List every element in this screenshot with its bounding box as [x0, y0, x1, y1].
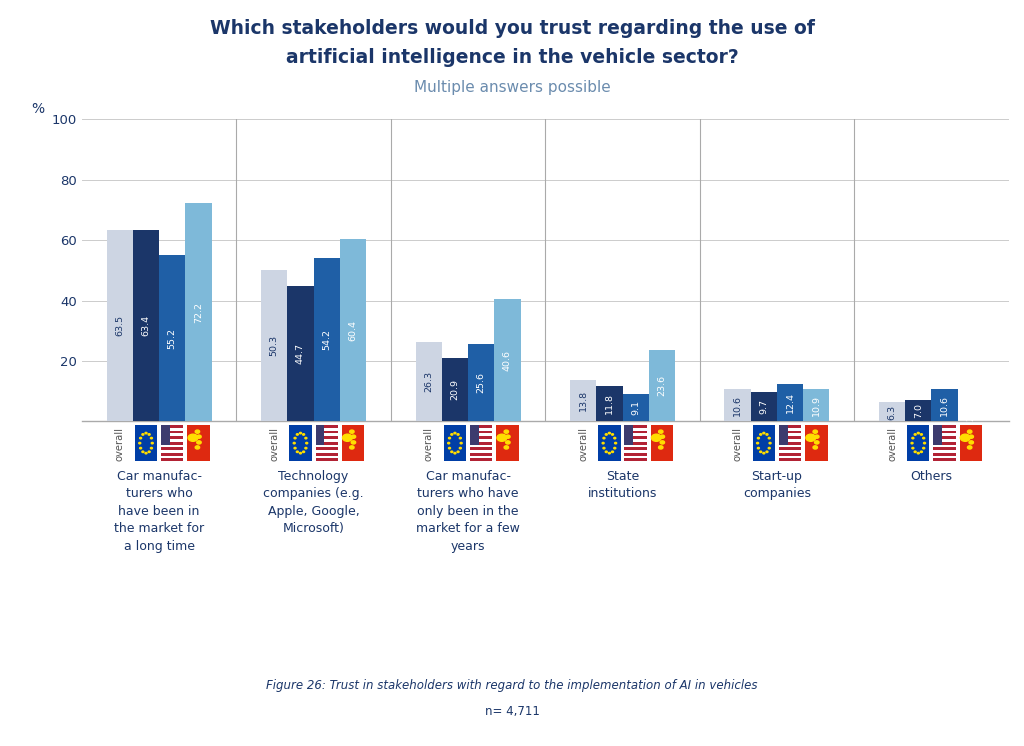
Bar [879, 402, 905, 421]
Text: Others: Others [910, 470, 952, 483]
Text: 60.4: 60.4 [348, 320, 357, 341]
Bar [340, 239, 367, 421]
Bar [495, 299, 520, 421]
Bar [596, 386, 623, 421]
Bar [751, 392, 777, 421]
Text: State
institutions: State institutions [588, 470, 657, 501]
Text: overall: overall [732, 427, 742, 461]
Bar [468, 344, 495, 421]
Bar [724, 389, 751, 421]
Bar [261, 269, 288, 421]
Text: 10.6: 10.6 [940, 395, 949, 416]
Bar [649, 350, 675, 421]
Text: 63.4: 63.4 [141, 315, 151, 336]
Text: 11.8: 11.8 [605, 393, 613, 414]
Bar [185, 204, 212, 421]
Bar [905, 401, 932, 421]
Text: 50.3: 50.3 [269, 335, 279, 356]
Text: Which stakeholders would you trust regarding the use of: Which stakeholders would you trust regar… [210, 19, 814, 37]
Text: 72.2: 72.2 [194, 302, 203, 323]
Text: Start-up
companies: Start-up companies [743, 470, 811, 501]
Bar [416, 342, 441, 421]
Text: artificial intelligence in the vehicle sector?: artificial intelligence in the vehicle s… [286, 48, 738, 67]
Text: overall: overall [115, 427, 125, 461]
Text: 55.2: 55.2 [168, 327, 177, 348]
Text: 9.1: 9.1 [631, 401, 640, 416]
Text: 6.3: 6.3 [888, 404, 897, 419]
Text: 10.6: 10.6 [733, 395, 742, 416]
Text: 13.8: 13.8 [579, 390, 588, 411]
Text: 25.6: 25.6 [477, 372, 485, 393]
Text: n= 4,711: n= 4,711 [484, 705, 540, 718]
Text: 7.0: 7.0 [913, 404, 923, 419]
Text: 23.6: 23.6 [657, 375, 667, 396]
Bar [623, 394, 649, 421]
Text: 63.5: 63.5 [116, 315, 124, 336]
Text: %: % [31, 102, 44, 116]
Text: 40.6: 40.6 [503, 350, 512, 371]
Bar [570, 380, 596, 421]
Text: Multiple answers possible: Multiple answers possible [414, 80, 610, 95]
Bar [133, 230, 159, 421]
Bar [313, 257, 340, 421]
Text: overall: overall [269, 427, 280, 461]
Text: 0.2: 0.2 [967, 414, 975, 429]
Bar [777, 384, 803, 421]
Text: overall: overall [424, 427, 434, 461]
Text: 44.7: 44.7 [296, 343, 305, 365]
Text: overall: overall [887, 427, 897, 461]
Bar [441, 358, 468, 421]
Bar [288, 286, 313, 421]
Text: 12.4: 12.4 [785, 392, 795, 413]
Text: 54.2: 54.2 [323, 329, 331, 350]
Text: 20.9: 20.9 [451, 380, 460, 401]
Bar [159, 254, 185, 421]
Text: Figure 26: Trust in stakeholders with regard to the implementation of AI in vehi: Figure 26: Trust in stakeholders with re… [266, 680, 758, 692]
Text: 9.7: 9.7 [760, 399, 768, 414]
Text: Technology
companies (e.g.
Apple, Google,
Microsoft): Technology companies (e.g. Apple, Google… [263, 470, 364, 536]
Text: overall: overall [579, 427, 588, 461]
Text: 10.9: 10.9 [812, 395, 821, 416]
Bar [803, 389, 829, 421]
Text: Car manufac-
turers who have
only been in the
market for a few
years: Car manufac- turers who have only been i… [416, 470, 520, 553]
Bar [106, 230, 133, 421]
Text: Car manufac-
turers who
have been in
the market for
a long time: Car manufac- turers who have been in the… [114, 470, 204, 553]
Bar [932, 389, 957, 421]
Text: 26.3: 26.3 [424, 372, 433, 392]
